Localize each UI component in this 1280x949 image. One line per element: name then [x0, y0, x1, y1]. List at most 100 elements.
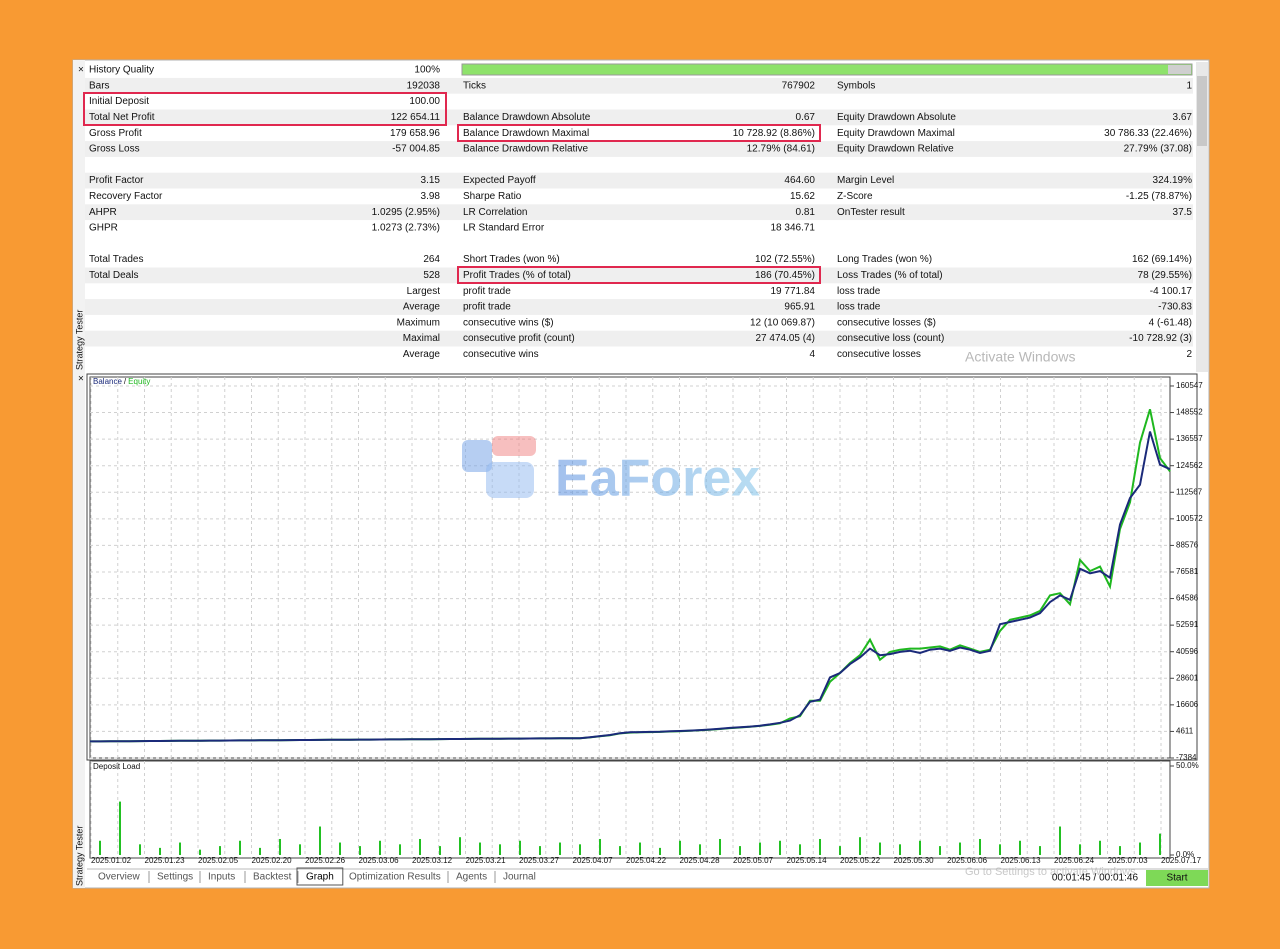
report-value: -4 100.17 — [1150, 286, 1193, 297]
row-bg — [85, 77, 1193, 94]
report-value: -1.25 (78.87%) — [1126, 191, 1192, 202]
x-tick-label: 2025.03.21 — [466, 856, 507, 865]
report-value: 767902 — [782, 80, 816, 91]
tab[interactable]: Settings — [157, 872, 193, 883]
series-line — [90, 431, 1171, 743]
report-value: Maximum — [397, 317, 440, 328]
report-value: 0.81 — [796, 207, 816, 218]
y-tick-label: -7384 — [1176, 753, 1197, 762]
bar — [859, 837, 861, 855]
x-tick-label: 2025.06.24 — [1054, 856, 1095, 865]
report-value: 12 (10 069.87) — [750, 317, 815, 328]
report-label: profit trade — [463, 286, 511, 297]
y-tick-label: 112567 — [1176, 487, 1203, 496]
start-button[interactable] — [1146, 870, 1208, 886]
bar — [699, 844, 701, 855]
bar — [779, 840, 781, 855]
bar — [579, 844, 581, 855]
x-tick-label: 2025.06.13 — [1001, 856, 1042, 865]
report-label: History Quality — [89, 65, 154, 76]
x-tick-label: 2025.07.17 — [1161, 856, 1202, 865]
report-label: Loss Trades (% of total) — [837, 270, 943, 281]
tab[interactable]: Optimization Results — [349, 872, 441, 883]
scroll-thumb[interactable] — [1197, 76, 1207, 146]
sidebar-label: Strategy Tester — [74, 310, 84, 370]
row-bg — [85, 141, 1193, 157]
tab[interactable]: Agents — [456, 872, 487, 883]
y-tick-label: 148552 — [1176, 408, 1203, 417]
bar — [939, 846, 941, 855]
y-tick-label: 136557 — [1176, 434, 1203, 443]
tab[interactable]: Graph — [306, 872, 334, 883]
bar — [499, 844, 501, 855]
report-label: AHPR — [89, 207, 117, 218]
bar — [559, 842, 561, 855]
report-value: 3.98 — [421, 191, 441, 202]
bar — [999, 844, 1001, 855]
os-watermark: Activate Windows — [965, 349, 1075, 365]
x-tick-label: 2025.05.22 — [840, 856, 881, 865]
report-value: 162 (69.14%) — [1132, 254, 1192, 265]
tab[interactable]: Journal — [503, 872, 536, 883]
report-label: LR Correlation — [463, 207, 527, 218]
y-tick-label: 76581 — [1176, 567, 1199, 576]
bar — [539, 846, 541, 855]
report-label: OnTester result — [837, 207, 905, 218]
bar — [119, 801, 121, 855]
y-tick-label: 160547 — [1176, 381, 1203, 390]
report-label: Total Net Profit — [89, 112, 155, 123]
report-label: Profit Trades (% of total) — [463, 270, 571, 281]
report-label: GHPR — [89, 223, 118, 234]
report-value: 1.0273 (2.73%) — [372, 223, 440, 234]
highlight-box — [457, 266, 821, 284]
x-tick-label: 2025.03.06 — [359, 856, 400, 865]
sidebar-label: Strategy Tester — [74, 826, 84, 886]
y-tick-label: 40596 — [1176, 647, 1199, 656]
report-value: 2 — [1186, 349, 1192, 360]
report-value: 192038 — [407, 80, 441, 91]
report-value: 10 728.92 (8.86%) — [733, 128, 815, 139]
report-label: Profit Factor — [89, 175, 144, 186]
report-value: Largest — [407, 286, 441, 297]
start-label[interactable]: Start — [1166, 873, 1187, 884]
bar — [239, 840, 241, 855]
y-tick-label: 16606 — [1176, 700, 1199, 709]
watermark: EaForex — [555, 450, 760, 508]
report-label: loss trade — [837, 286, 881, 297]
report-value: 30 786.33 (22.46%) — [1104, 128, 1192, 139]
report-value: 4 — [809, 349, 815, 360]
x-tick-label: 2025.04.07 — [573, 856, 614, 865]
report-value: 100.00 — [409, 96, 440, 107]
bar — [219, 846, 221, 855]
report-label: Short Trades (won %) — [463, 254, 560, 265]
y-tick-label: 100572 — [1176, 514, 1203, 523]
report-value: 965.91 — [784, 302, 815, 313]
report-label: Balance Drawdown Absolute — [463, 112, 591, 123]
report-label: Sharpe Ratio — [463, 191, 522, 202]
bar — [719, 838, 721, 855]
bar — [479, 842, 481, 855]
tab[interactable]: Overview — [98, 872, 140, 883]
bar — [879, 842, 881, 855]
report-value: -10 728.92 (3) — [1129, 333, 1192, 344]
bar — [1119, 846, 1121, 855]
row-bg — [85, 299, 1193, 315]
tab[interactable]: Inputs — [208, 872, 235, 883]
close-icon[interactable]: × — [78, 65, 84, 76]
x-tick-label: 2025.03.12 — [412, 856, 453, 865]
tab[interactable]: Backtest — [253, 872, 292, 883]
close-icon[interactable]: × — [78, 374, 84, 385]
y-tick-label: 124562 — [1176, 461, 1203, 470]
report-value: 100% — [414, 65, 440, 76]
logo-shape — [462, 440, 492, 472]
x-tick-label: 2025.07.03 — [1108, 856, 1149, 865]
x-tick-label: 2025.04.22 — [626, 856, 667, 865]
report-value: 3.15 — [421, 175, 441, 186]
bar — [519, 840, 521, 855]
logo-shape — [486, 462, 534, 498]
highlight-box — [457, 124, 821, 142]
report-label: consecutive wins ($) — [463, 317, 554, 328]
x-tick-label: 2025.06.06 — [947, 856, 988, 865]
